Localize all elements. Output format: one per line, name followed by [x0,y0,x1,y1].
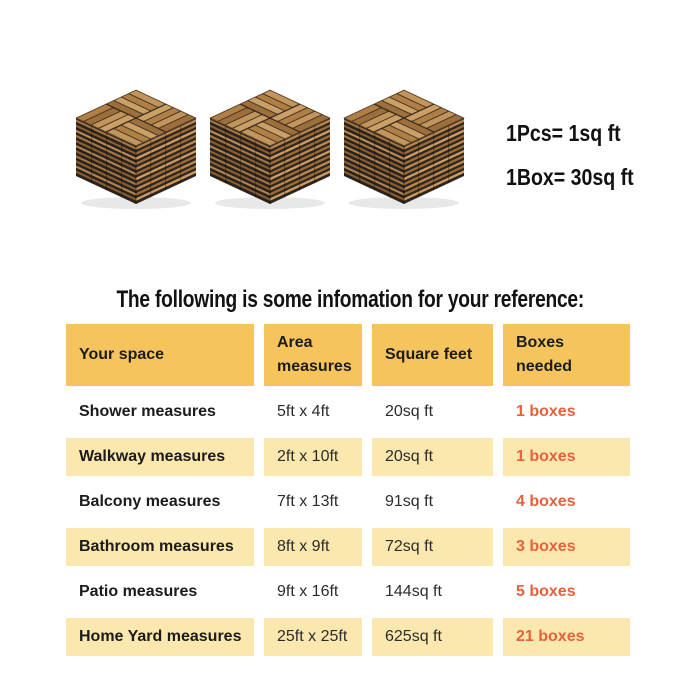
tile-stack-images [72,86,468,210]
cell-space: Bathroom measures [66,528,254,566]
cell-sqft: 20sq ft [372,438,493,476]
table-row: Shower measures 5ft x 4ft 20sq ft 1 boxe… [66,393,630,431]
cell-space: Home Yard measures [66,618,254,656]
cell-space: Shower measures [79,403,216,420]
table-row: Home Yard measures 25ft x 25ft 625sq ft … [66,618,630,656]
deck-tile-stack-image [75,89,197,210]
reference-table: Your space Area measures Square feet Box… [66,324,630,663]
cell-space: Balcony measures [79,493,221,510]
deck-tile-stack-image [343,89,465,210]
conversion-info: 1Pcs= 1sq ft 1Box= 30sq ft [506,120,634,208]
box-conversion-text: 1Box= 30sq ft [506,164,634,190]
header-square-feet: Square feet [372,324,493,386]
cell-area: 9ft x 16ft [277,583,339,600]
cell-sqft: 91sq ft [385,493,434,510]
table-row: Patio measures 9ft x 16ft 144sq ft 5 box… [66,573,630,611]
cell-boxes: 3 boxes [503,528,630,566]
cell-sqft: 625sq ft [372,618,493,656]
cell-boxes: 5 boxes [516,583,576,600]
header-your-space: Your space [66,324,254,386]
table-header-row: Your space Area measures Square feet Box… [66,324,630,386]
header-area-measures: Area measures [264,324,362,386]
cell-sqft: 72sq ft [372,528,493,566]
cell-space: Patio measures [79,583,198,600]
deck-tile-stack-image [209,89,331,210]
cell-area: 25ft x 25ft [264,618,362,656]
cell-area: 5ft x 4ft [277,403,330,420]
cell-space: Walkway measures [66,438,254,476]
cell-boxes: 21 boxes [503,618,630,656]
cell-boxes: 1 boxes [516,403,576,420]
reference-heading: The following is some infomation for you… [116,286,584,313]
table-row: Bathroom measures 8ft x 9ft 72sq ft 3 bo… [66,528,630,566]
cell-boxes: 1 boxes [503,438,630,476]
pcs-conversion-text: 1Pcs= 1sq ft [506,120,621,146]
cell-sqft: 20sq ft [385,403,434,420]
table-row: Walkway measures 2ft x 10ft 20sq ft 1 bo… [66,438,630,476]
cell-boxes: 4 boxes [516,493,576,510]
cell-sqft: 144sq ft [385,583,442,600]
cell-area: 8ft x 9ft [264,528,362,566]
cell-area: 2ft x 10ft [264,438,362,476]
table-row: Balcony measures 7ft x 13ft 91sq ft 4 bo… [66,483,630,521]
cell-area: 7ft x 13ft [277,493,339,510]
header-boxes-needed: Boxes needed [503,324,630,386]
